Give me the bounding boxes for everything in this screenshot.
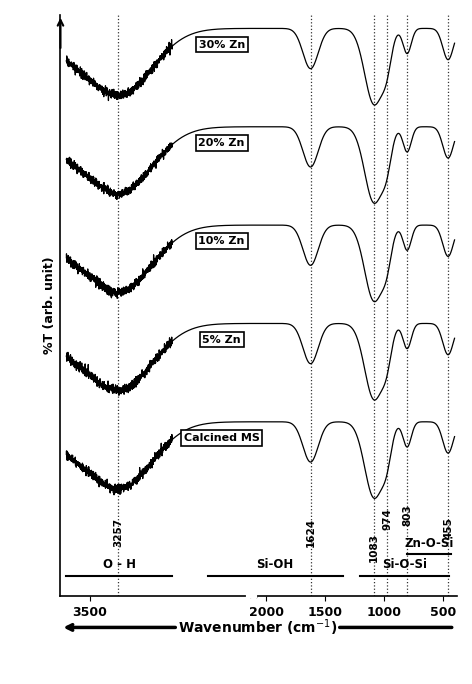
Text: Wavenumber (cm$^{-1}$): Wavenumber (cm$^{-1}$)	[178, 617, 337, 637]
Text: 1083: 1083	[369, 533, 379, 562]
Text: Si-O-Si: Si-O-Si	[382, 558, 427, 571]
Text: 1624: 1624	[305, 518, 316, 547]
Text: 20% Zn: 20% Zn	[198, 138, 245, 148]
Text: O - H: O - H	[103, 558, 136, 571]
Text: 3257: 3257	[113, 518, 124, 547]
Y-axis label: %T (arb. unit): %T (arb. unit)	[43, 256, 56, 354]
Text: 30% Zn: 30% Zn	[199, 40, 245, 49]
Text: Calcined MS: Calcined MS	[184, 433, 260, 443]
Text: Zn-O-Si: Zn-O-Si	[405, 537, 454, 550]
Text: 5% Zn: 5% Zn	[202, 334, 241, 345]
Text: 803: 803	[402, 504, 412, 526]
Text: 974: 974	[382, 508, 392, 530]
Text: 10% Zn: 10% Zn	[198, 236, 245, 246]
Text: 455: 455	[443, 518, 453, 540]
Text: Si-OH: Si-OH	[257, 558, 294, 571]
